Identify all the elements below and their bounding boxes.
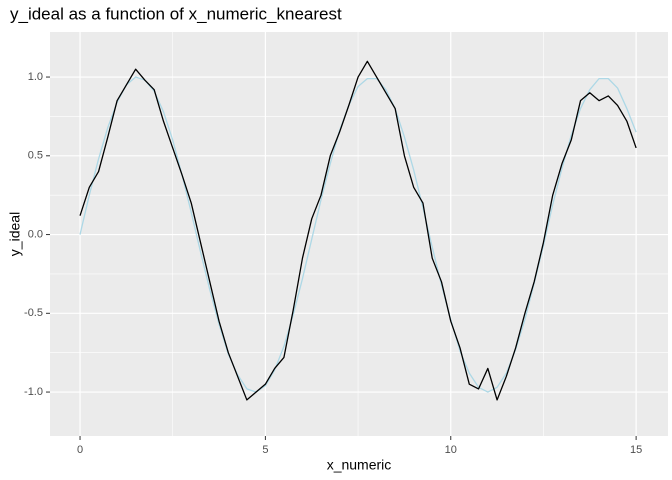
y-axis-label: y_ideal <box>7 212 23 256</box>
x-axis-label: x_numeric <box>327 457 392 473</box>
y-tick-label: -0.5 <box>24 307 43 319</box>
y-tick-label: 0.5 <box>28 150 43 162</box>
x-tick-label: 15 <box>630 444 642 456</box>
x-tick-label: 10 <box>445 444 457 456</box>
chart-title: y_ideal as a function of x_numeric_knear… <box>10 4 342 23</box>
x-tick-label: 5 <box>262 444 268 456</box>
line-series <box>79 76 637 393</box>
y-tick-label: 1.0 <box>28 71 43 83</box>
line-series <box>79 60 637 401</box>
y-tick-label: 0.0 <box>28 228 43 240</box>
y-tick-label: -1.0 <box>24 386 43 398</box>
x-tick-label: 0 <box>77 444 83 456</box>
